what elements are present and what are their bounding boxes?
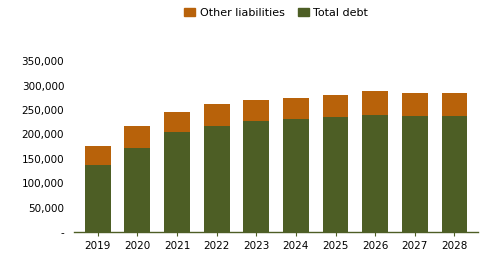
Bar [204, 126, 230, 232]
Bar [283, 98, 309, 119]
Bar [124, 148, 150, 232]
Bar [164, 112, 190, 132]
Bar [442, 93, 467, 116]
Bar [283, 119, 309, 232]
Bar [442, 116, 467, 232]
Bar [362, 91, 388, 115]
Bar [124, 126, 150, 148]
Bar [244, 100, 269, 121]
Bar [164, 132, 190, 232]
Bar [362, 115, 388, 232]
Bar [244, 121, 269, 232]
Legend: Other liabilities, Total debt: Other liabilities, Total debt [179, 4, 373, 22]
Bar [402, 93, 428, 116]
Bar [322, 96, 349, 117]
Bar [322, 117, 349, 232]
Bar [85, 146, 110, 165]
Bar [402, 116, 428, 232]
Bar [204, 104, 230, 126]
Bar [85, 165, 110, 232]
